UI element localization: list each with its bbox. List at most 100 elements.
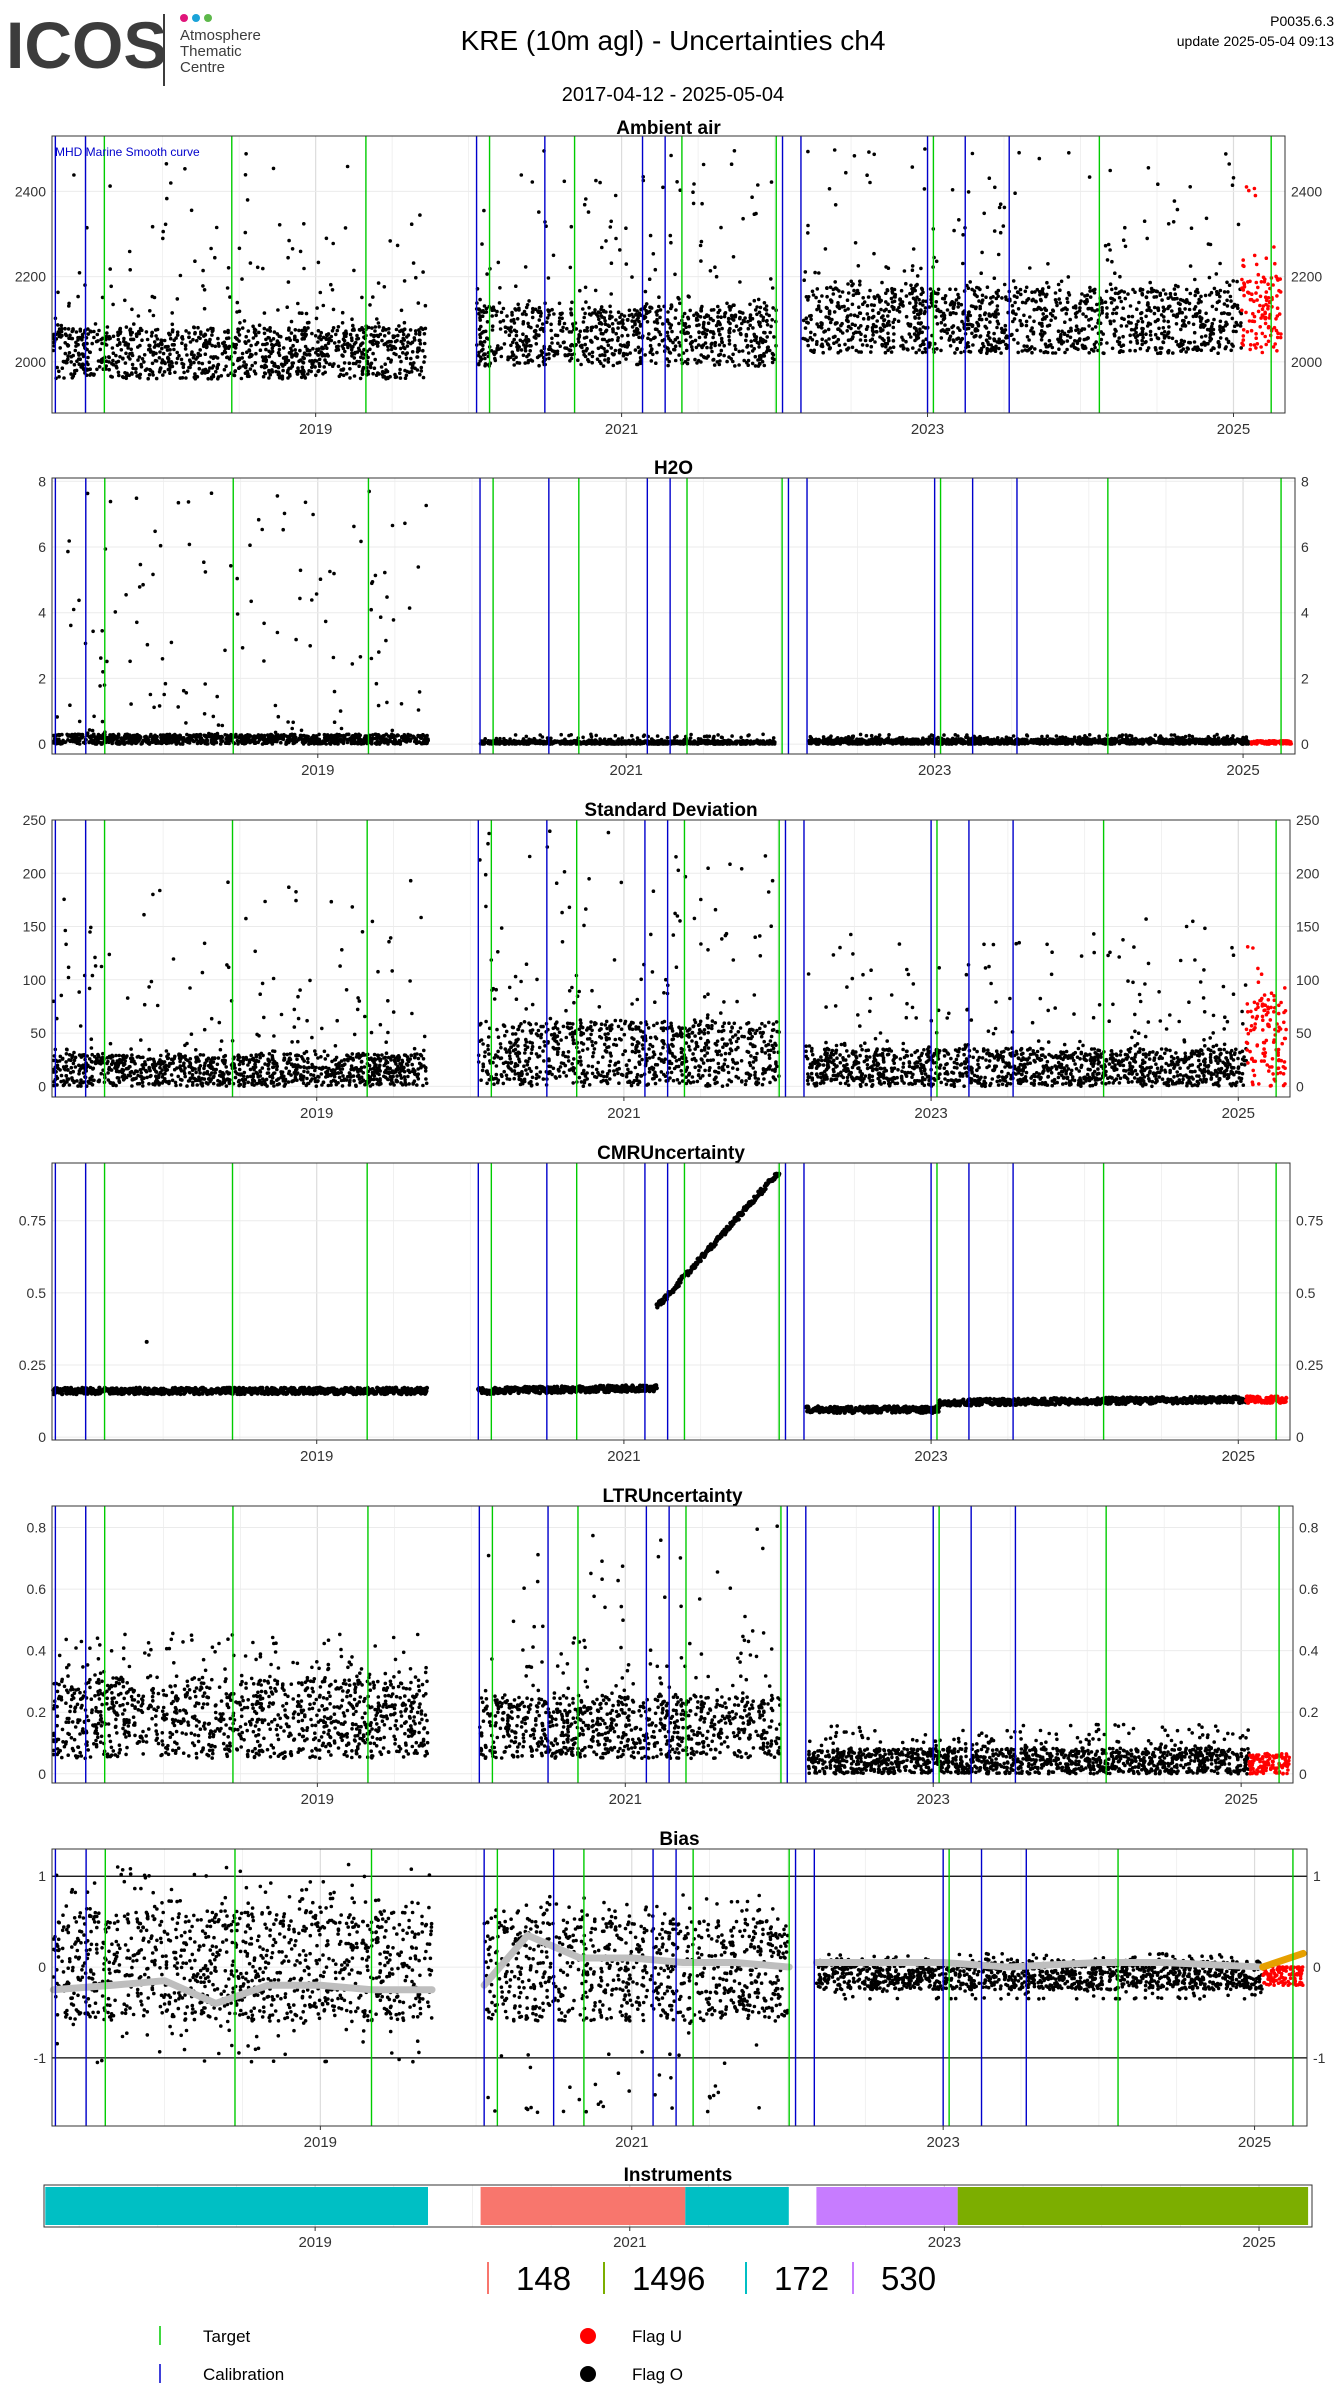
- data-point: [1179, 327, 1183, 332]
- data-point: [132, 322, 136, 326]
- data-point: [1203, 293, 1208, 298]
- data-point: [568, 359, 572, 363]
- data-point: [512, 328, 517, 333]
- data-point: [968, 280, 972, 284]
- data-point: [242, 319, 247, 323]
- data-point: [316, 340, 320, 344]
- data-point: [262, 331, 267, 336]
- data-point: [66, 354, 70, 358]
- logo-dot-blue: [192, 14, 200, 22]
- data-point: [868, 288, 872, 293]
- data-point: [1153, 332, 1158, 337]
- data-point: [867, 150, 871, 154]
- data-point: [392, 740, 396, 744]
- data-point: [813, 332, 817, 337]
- data-point: [351, 734, 355, 738]
- data-point: [983, 324, 987, 329]
- data-point: [372, 338, 376, 343]
- data-point: [550, 341, 554, 345]
- data-point: [308, 644, 313, 648]
- data-point: [68, 733, 73, 738]
- data-point: [181, 365, 186, 370]
- data-point: [978, 313, 982, 318]
- data-point: [369, 656, 374, 661]
- data-point: [580, 345, 584, 350]
- data-point: [136, 314, 141, 318]
- data-point: [555, 333, 560, 338]
- data-point: [503, 330, 508, 334]
- data-point: [92, 335, 96, 340]
- data-point: [197, 335, 201, 340]
- data-point: [340, 353, 344, 358]
- data-point: [668, 233, 673, 238]
- data-point: [139, 362, 143, 367]
- data-point: [1263, 334, 1267, 339]
- data-point: [398, 376, 403, 380]
- data-point: [271, 337, 276, 341]
- data-point: [1065, 300, 1070, 305]
- data-point: [1139, 311, 1144, 315]
- data-point: [163, 681, 168, 686]
- data-point: [771, 306, 775, 310]
- data-point: [275, 630, 280, 635]
- data-point: [203, 352, 208, 357]
- data-point: [270, 368, 274, 372]
- data-point: [843, 308, 847, 313]
- data-point: [1146, 166, 1151, 170]
- data-point: [1193, 293, 1197, 298]
- data-point: [1173, 292, 1178, 297]
- data-point: [758, 336, 763, 341]
- data-point: [490, 314, 495, 318]
- data-point: [1031, 331, 1036, 336]
- data-point: [330, 288, 335, 292]
- data-point: [1216, 291, 1221, 296]
- data-point: [423, 303, 428, 308]
- data-point: [348, 332, 353, 337]
- data-point: [272, 330, 277, 334]
- data-point: [624, 262, 629, 266]
- data-point: [917, 316, 921, 320]
- data-point: [422, 332, 427, 336]
- data-point: [118, 327, 122, 332]
- data-point: [510, 353, 515, 358]
- data-point: [175, 350, 179, 355]
- data-point: [244, 334, 248, 339]
- data-point: [558, 311, 563, 316]
- data-point: [1076, 327, 1080, 332]
- data-point: [908, 301, 912, 305]
- data-point: [898, 298, 902, 302]
- data-point: [1112, 333, 1117, 338]
- data-point: [1227, 283, 1232, 288]
- data-point: [620, 325, 625, 330]
- data-point: [899, 288, 904, 293]
- data-point: [1248, 347, 1252, 352]
- data-point: [827, 337, 831, 341]
- data-point: [1154, 295, 1159, 299]
- data-point: [502, 342, 507, 346]
- data-point: [223, 330, 227, 334]
- data-point: [993, 310, 998, 314]
- data-point: [261, 266, 265, 271]
- data-point: [583, 342, 587, 347]
- data-point: [1112, 319, 1116, 323]
- data-point: [1254, 332, 1258, 336]
- data-point: [980, 293, 985, 298]
- data-point: [177, 735, 181, 740]
- data-point: [209, 375, 214, 380]
- data-point: [419, 741, 424, 746]
- data-point: [687, 295, 691, 299]
- data-point: [948, 334, 953, 339]
- data-point: [647, 332, 651, 336]
- data-point: [113, 734, 117, 738]
- data-point: [708, 269, 713, 273]
- data-point: [167, 363, 172, 368]
- data-point: [1217, 345, 1222, 349]
- data-point: [352, 356, 357, 360]
- data-point: [1065, 347, 1069, 352]
- data-point: [362, 347, 366, 352]
- data-point: [618, 343, 623, 347]
- data-point: [175, 330, 180, 335]
- data-point: [317, 737, 322, 742]
- data-point: [1136, 319, 1140, 324]
- data-point: [170, 364, 175, 369]
